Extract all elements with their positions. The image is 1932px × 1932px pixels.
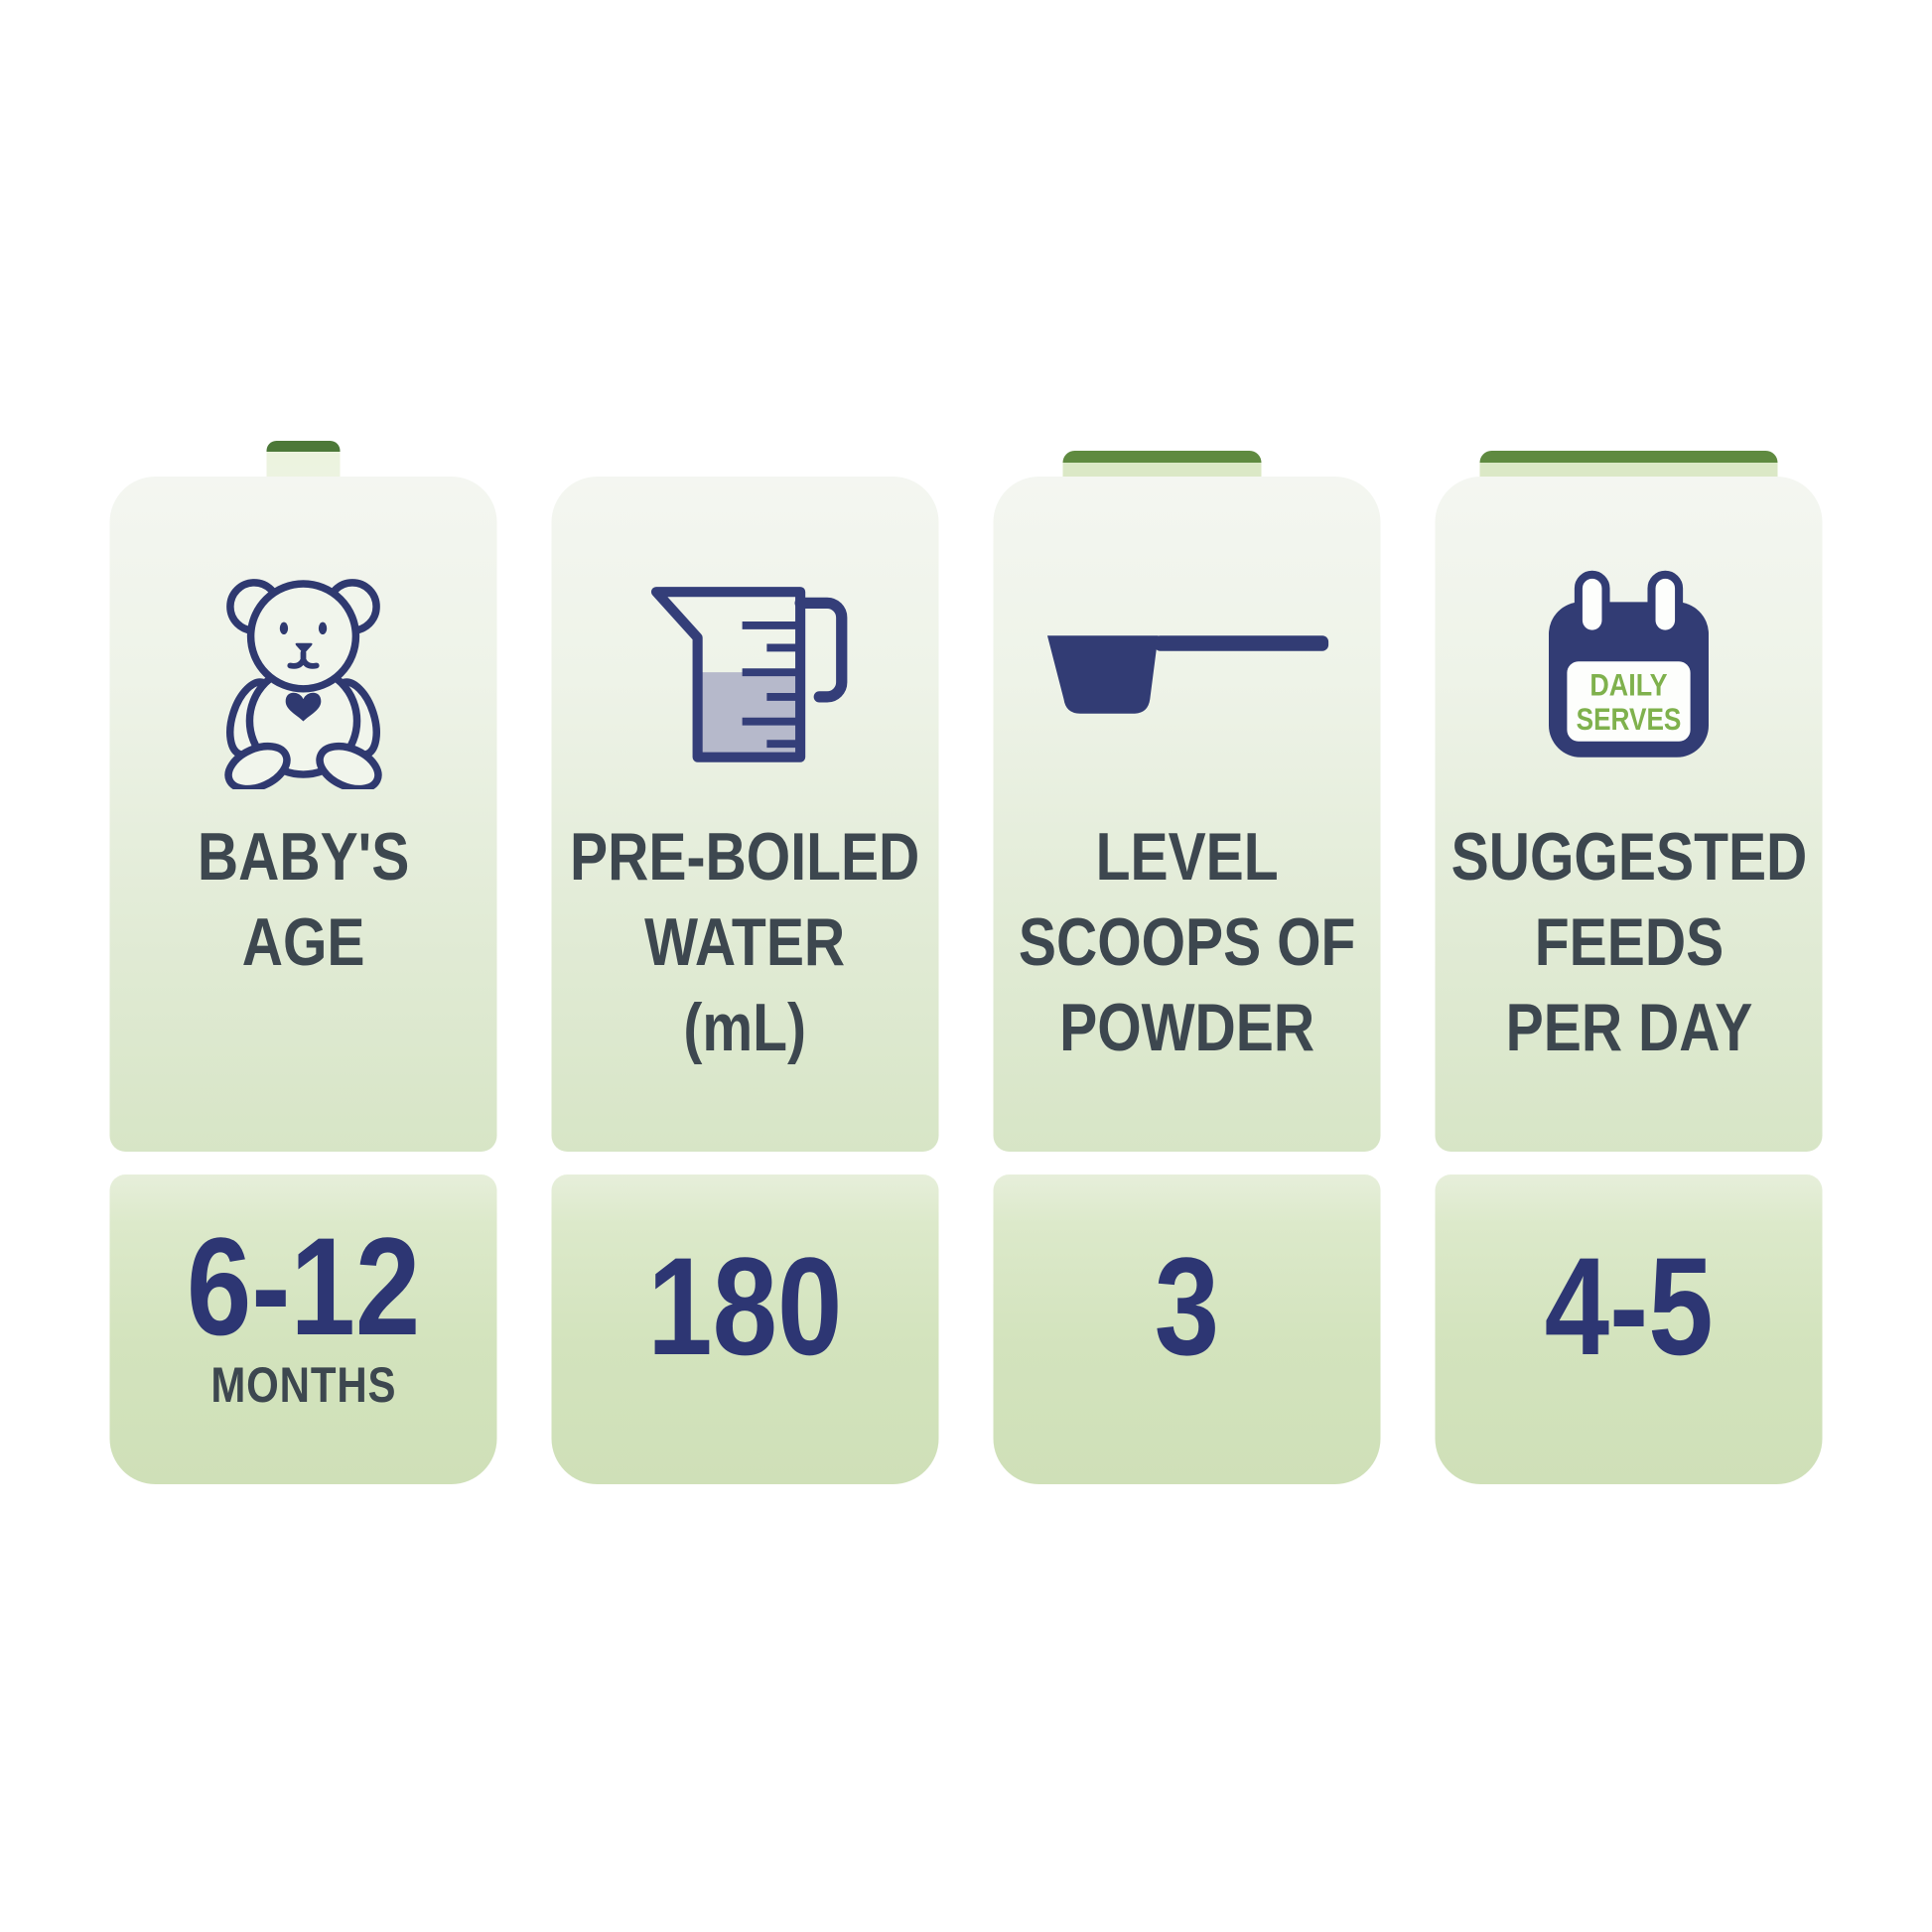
value-card-scoops: 3	[993, 1174, 1381, 1484]
header-line: FEEDS	[1534, 904, 1724, 980]
value-card-water: 180	[551, 1174, 939, 1484]
header-line: SCOOPS OF	[1018, 904, 1356, 980]
value-card-babys-age: 6-12 MONTHS	[109, 1174, 497, 1484]
header-line: PRE-BOILED	[570, 819, 920, 895]
daily-serves-label-line1: DAILY	[1589, 668, 1667, 703]
header-line: AGE	[241, 904, 365, 980]
daily-serves-label-line2: SERVES	[1577, 702, 1682, 737]
icon-box	[633, 560, 857, 790]
column-level-scoops: LEVEL SCOOPS OF POWDER 3	[993, 451, 1381, 1484]
feeding-guide-columns: BABY'S AGE 6-12 MONTHS	[109, 441, 1823, 1484]
water-ml-value: 180	[647, 1228, 843, 1384]
age-value: 6-12	[186, 1208, 421, 1364]
column-header: SUGGESTED FEEDS PER DAY	[1417, 814, 1841, 1070]
measuring-jug-icon	[650, 586, 847, 762]
header-line: LEVEL	[1095, 819, 1279, 895]
header-card-water: PRE-BOILED WATER (mL)	[551, 477, 939, 1152]
column-header: LEVEL SCOOPS OF POWDER	[986, 814, 1387, 1070]
icon-box	[190, 560, 418, 790]
header-line: POWDER	[1058, 990, 1315, 1065]
feeds-per-day-value: 4-5	[1544, 1228, 1714, 1384]
column-header: BABY'S AGE	[177, 814, 429, 985]
powder-scoop-icon	[1046, 634, 1329, 714]
header-card-feeds: DAILY SERVES SUGGESTED FEEDS PER DAY	[1435, 477, 1823, 1152]
header-card-babys-age: BABY'S AGE	[109, 477, 497, 1152]
column-babys-age: BABY'S AGE 6-12 MONTHS	[109, 441, 497, 1484]
teddy-bear-icon	[224, 579, 382, 789]
header-line: WATER	[644, 904, 846, 980]
header-line: SUGGESTED	[1450, 819, 1807, 895]
scoops-value: 3	[1154, 1228, 1220, 1384]
icon-box	[1034, 560, 1341, 790]
daily-serves-calendar-icon: DAILY SERVES	[1549, 570, 1709, 758]
header-line: PER DAY	[1505, 990, 1752, 1065]
column-header: PRE-BOILED WATER (mL)	[537, 814, 953, 1070]
column-pre-boiled-water: PRE-BOILED WATER (mL) 180	[551, 477, 939, 1484]
age-value-unit: MONTHS	[209, 1357, 397, 1413]
header-card-scoops: LEVEL SCOOPS OF POWDER	[993, 477, 1381, 1152]
icon-box: DAILY SERVES	[1515, 560, 1743, 790]
header-line: BABY'S	[197, 819, 410, 895]
column-suggested-feeds: DAILY SERVES SUGGESTED FEEDS PER DAY 4-5	[1435, 451, 1823, 1484]
header-line: (mL)	[683, 990, 807, 1065]
value-card-feeds: 4-5	[1435, 1174, 1823, 1484]
